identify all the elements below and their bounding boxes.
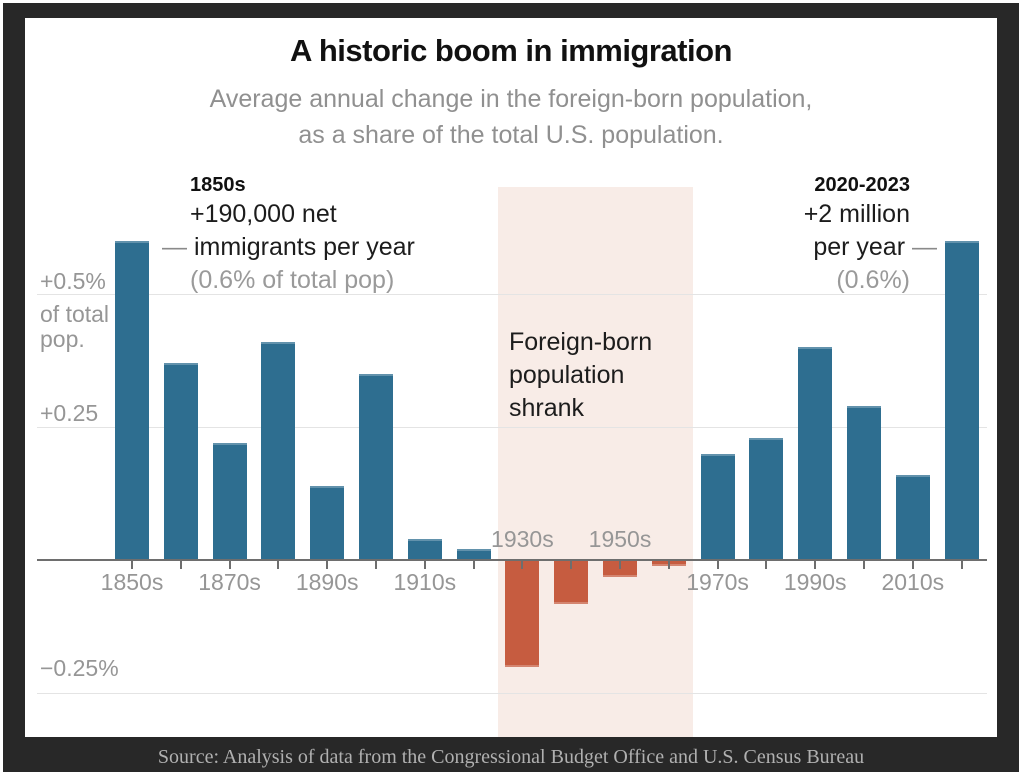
x-axis-tick-1930s	[521, 561, 524, 569]
x-axis-tick-2020-2023	[960, 561, 963, 569]
bar-2000s	[847, 405, 881, 560]
x-tick-label-1850s: 1850s	[100, 569, 164, 595]
bar-1990s	[798, 347, 833, 560]
annotation-right-dash: —	[912, 233, 937, 261]
bar-2010s	[895, 474, 930, 560]
annotation-1850s-line2: — immigrants per year	[162, 231, 415, 264]
x-tick-label-2010s: 2010s	[881, 569, 945, 595]
gridline--0.25	[37, 693, 987, 694]
x-axis-tick-1920s	[472, 561, 475, 569]
annotation-2020-2023: 2020-2023 +2 million per year — (0.6%)	[804, 172, 937, 297]
chart-title: A historic boom in immigration	[290, 33, 732, 68]
annotation-1850s-note: (0.6% of total pop)	[190, 266, 395, 294]
x-tick-label-1990s: 1990s	[783, 569, 847, 595]
annotation-2020-2023-note: (0.6%)	[836, 266, 910, 294]
bar-1890s	[310, 485, 345, 560]
x-axis-tick-1980s	[765, 561, 768, 569]
y-axis-unit-label: of total pop.	[40, 302, 109, 352]
x-axis-tick-1960s	[667, 561, 670, 569]
x-axis-tick-1910s	[423, 561, 426, 569]
plot-area: 1850s 1870s 1890s 1910s 1930s 1950s 1970s 1990s…	[25, 18, 997, 737]
bar-1980s	[749, 437, 784, 560]
bar-2020-2023	[944, 240, 979, 560]
annotation-1850s: 1850s +190,000 net — immigrants per year…	[162, 172, 415, 297]
x-axis-tick-1990s	[814, 561, 817, 569]
bar-1920s	[456, 549, 491, 560]
annotation-left-dash: —	[162, 233, 187, 261]
source-credit: Source: Analysis of data from the Congre…	[157, 746, 865, 768]
region-label-line-2: population	[509, 361, 625, 389]
subtitle-line-1: Average annual change in the foreign-bor…	[209, 85, 813, 113]
chart-frame: A historic boom in immigration Average a…	[3, 3, 1019, 772]
x-axis-line	[37, 559, 987, 561]
x-axis-tick-1940s	[570, 561, 573, 569]
chart-canvas: A historic boom in immigration Average a…	[25, 18, 997, 737]
annotation-2020-2023-line1: +2 million	[803, 200, 910, 228]
x-tick-label-1870s: 1870s	[198, 569, 261, 595]
y-axis-label-neg-0-25: −0.25%	[40, 655, 119, 681]
bar-1860s	[163, 363, 198, 560]
x-tick-label-1970s: 1970s	[686, 569, 749, 595]
y-axis-label-0-5: +0.5%	[40, 268, 106, 294]
annotation-1850s-line2-text: immigrants per year	[193, 233, 415, 261]
bar-1880s	[261, 341, 296, 560]
x-axis-tick-2010s	[911, 561, 914, 569]
x-tick-label-1910s: 1910s	[393, 569, 457, 595]
bar-1900s	[359, 373, 393, 560]
bar-1910s	[407, 538, 442, 560]
y-axis-unit-line-2: pop.	[40, 326, 85, 352]
bar-1870s	[212, 442, 247, 560]
x-axis-tick-1950s	[619, 561, 621, 569]
x-axis-tick-1900s	[375, 561, 377, 569]
x-axis-tick-1890s	[326, 561, 329, 569]
annotation-2020-2023-line2: per year —	[804, 231, 937, 264]
region-label-line-1: Foreign-born	[509, 328, 653, 356]
x-tick-label-1890s: 1890s	[295, 569, 359, 595]
y-axis-label-0-25: +0.25	[40, 400, 99, 426]
gridline-0.25	[37, 427, 987, 428]
x-axis-tick-1850s	[131, 561, 133, 569]
bar-1930s	[505, 561, 540, 668]
bar-1970s	[700, 453, 735, 560]
annotation-1850s-heading: 1850s	[190, 174, 246, 196]
chart-subtitle: Average annual change in the foreign-bor…	[25, 81, 997, 153]
subtitle-line-2: as a share of the total U.S. population.	[298, 121, 724, 149]
shaded-region-label: Foreign-born population shrank	[509, 326, 652, 425]
annotation-1850s-line1: +190,000 net	[190, 200, 337, 228]
x-axis-tick-2000s	[863, 561, 865, 569]
region-label-line-3: shrank	[509, 394, 585, 422]
x-axis-tick-1970s	[716, 561, 719, 569]
x-axis-tick-1870s	[228, 561, 231, 569]
bar-1850s	[115, 240, 149, 560]
x-tick-label-1930s: 1930s	[491, 526, 554, 552]
annotation-2020-2023-line2-text: per year	[813, 233, 906, 261]
annotation-2020-2023-heading: 2020-2023	[814, 174, 910, 196]
x-axis-tick-1880s	[277, 561, 280, 569]
x-tick-label-1950s: 1950s	[588, 526, 652, 552]
gridline-0.5	[37, 294, 987, 295]
x-axis-tick-1860s	[179, 561, 182, 569]
y-axis-unit-line-1: of total	[40, 301, 110, 327]
